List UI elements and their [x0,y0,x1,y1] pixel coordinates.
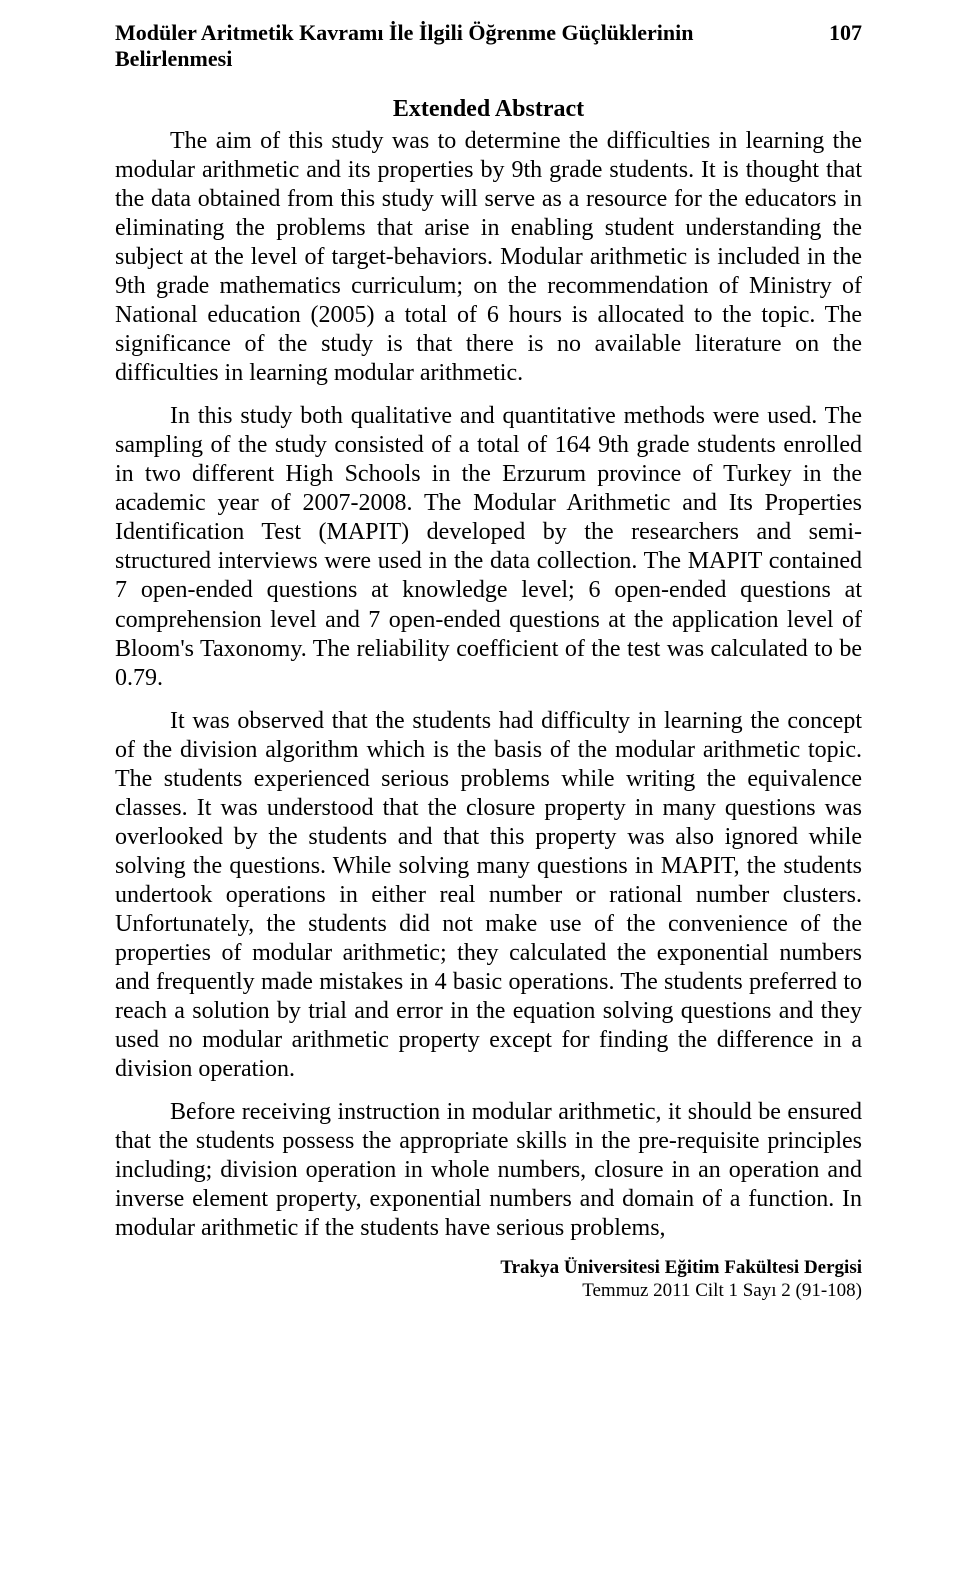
footer-journal: Trakya Üniversitesi Eğitim Fakültesi Der… [115,1257,862,1280]
section-title: Extended Abstract [115,96,862,123]
abstract-paragraph-2: In this study both qualitative and quant… [115,402,862,692]
footer: Trakya Üniversitesi Eğitim Fakültesi Der… [115,1257,862,1303]
running-title: Modüler Aritmetik Kavramı İle İlgili Öğr… [115,20,829,72]
page: Modüler Aritmetik Kavramı İle İlgili Öğr… [0,0,960,1577]
page-number: 107 [829,20,862,46]
abstract-paragraph-1: The aim of this study was to determine t… [115,127,862,388]
abstract-paragraph-4: Before receiving instruction in modular … [115,1098,862,1243]
abstract-paragraph-3: It was observed that the students had di… [115,707,862,1084]
footer-issue: Temmuz 2011 Cilt 1 Sayı 2 (91-108) [115,1280,862,1303]
running-header: Modüler Aritmetik Kavramı İle İlgili Öğr… [115,20,862,72]
